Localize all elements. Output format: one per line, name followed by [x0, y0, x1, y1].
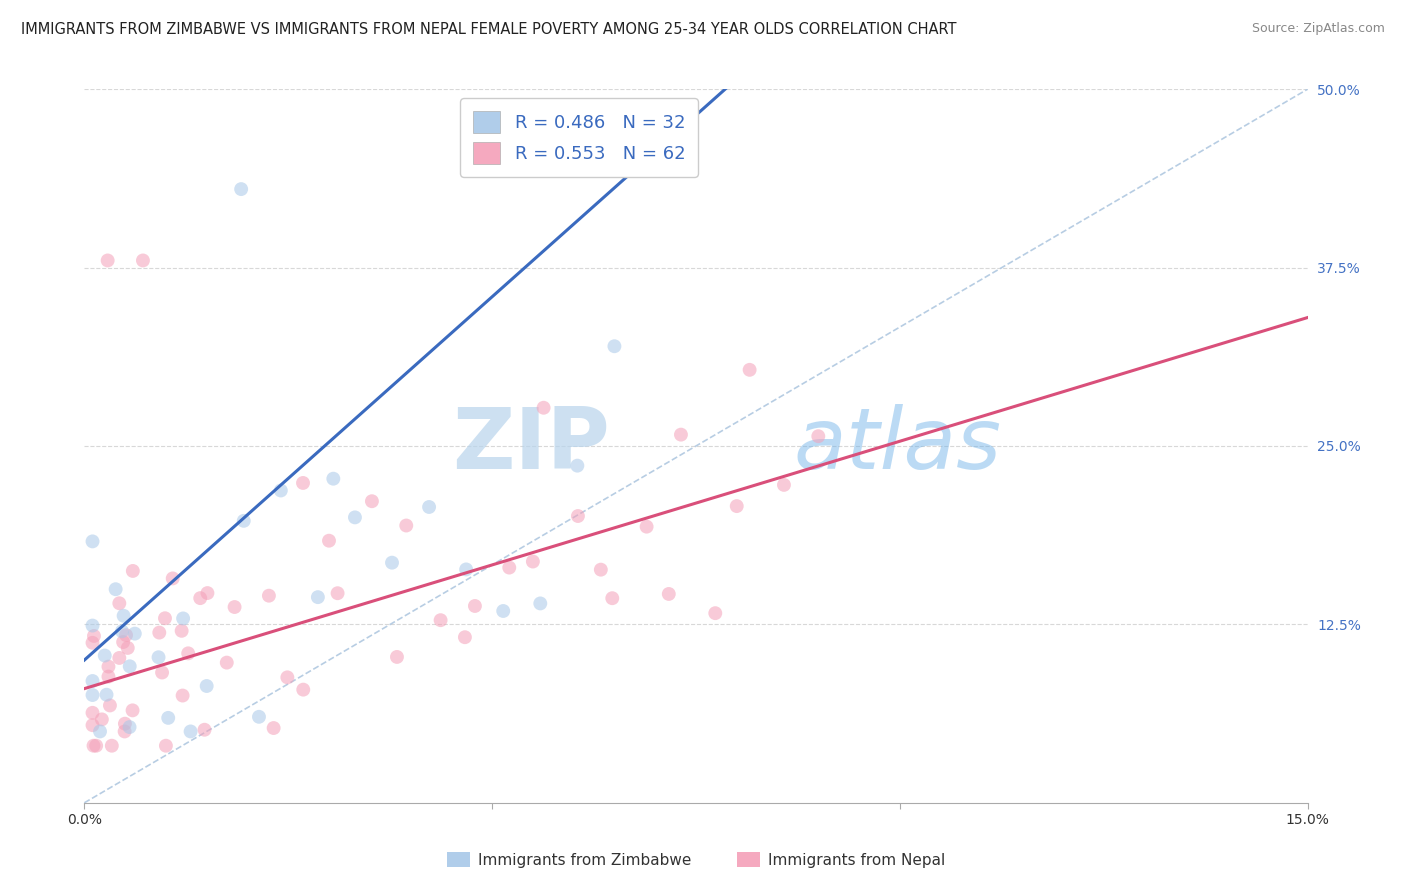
Point: [94, 648, 117, 663]
Point: [82, 718, 104, 732]
Text: atlas: atlas: [794, 404, 1002, 488]
Point: [522, 555, 544, 569]
Text: Source: ZipAtlas.com: Source: ZipAtlas.com: [1251, 22, 1385, 36]
Point: [114, 716, 136, 731]
Point: [177, 646, 200, 660]
Point: [82, 618, 104, 632]
Point: [231, 182, 253, 196]
Point: [658, 587, 681, 601]
Point: [738, 363, 761, 377]
Point: [82, 673, 104, 688]
Point: [215, 656, 238, 670]
Point: [498, 560, 520, 574]
Point: [307, 590, 329, 604]
Point: [773, 478, 796, 492]
Point: [725, 499, 748, 513]
Point: [101, 739, 124, 753]
Point: [197, 586, 219, 600]
Point: [322, 472, 344, 486]
Point: [636, 519, 658, 533]
Point: [276, 670, 298, 684]
Point: [104, 582, 127, 597]
Point: [292, 682, 315, 697]
Point: [456, 562, 478, 576]
Point: [83, 739, 105, 753]
Point: [157, 711, 180, 725]
Point: [112, 608, 135, 623]
Point: [82, 688, 104, 702]
Point: [381, 556, 404, 570]
Point: [98, 698, 121, 713]
Point: [124, 626, 146, 640]
Point: [172, 611, 194, 625]
Point: [121, 564, 143, 578]
Point: [114, 724, 136, 739]
Point: [600, 591, 623, 606]
Point: [112, 635, 135, 649]
Point: [162, 571, 184, 585]
Point: [83, 629, 105, 643]
Point: [118, 720, 141, 734]
Point: [111, 624, 134, 639]
Text: IMMIGRANTS FROM ZIMBABWE VS IMMIGRANTS FROM NEPAL FEMALE POVERTY AMONG 25-34 YEA: IMMIGRANTS FROM ZIMBABWE VS IMMIGRANTS F…: [21, 22, 956, 37]
Point: [97, 253, 120, 268]
Point: [361, 494, 384, 508]
Point: [529, 596, 551, 610]
Point: [90, 712, 112, 726]
Point: [807, 429, 830, 443]
Point: [603, 339, 626, 353]
Point: [82, 706, 104, 720]
Point: [533, 401, 555, 415]
Point: [89, 724, 111, 739]
Point: [464, 599, 486, 613]
Point: [318, 533, 340, 548]
Point: [188, 591, 211, 606]
Point: [96, 688, 118, 702]
Point: [148, 650, 170, 665]
Point: [97, 669, 120, 683]
Point: [292, 475, 315, 490]
Text: ZIP: ZIP: [453, 404, 610, 488]
Point: [115, 628, 138, 642]
Point: [224, 600, 246, 615]
Point: [82, 534, 104, 549]
Point: [172, 689, 194, 703]
Legend: Immigrants from Zimbabwe, Immigrants from Nepal: Immigrants from Zimbabwe, Immigrants fro…: [441, 846, 950, 873]
Point: [82, 636, 104, 650]
Point: [84, 739, 107, 753]
Point: [155, 739, 177, 753]
Point: [150, 665, 173, 680]
Point: [121, 703, 143, 717]
Point: [118, 659, 141, 673]
Point: [153, 611, 176, 625]
Point: [180, 724, 202, 739]
Point: [148, 625, 170, 640]
Point: [108, 651, 131, 665]
Point: [589, 563, 612, 577]
Point: [170, 624, 193, 638]
Point: [492, 604, 515, 618]
Point: [669, 427, 692, 442]
Point: [193, 723, 215, 737]
Point: [454, 630, 477, 644]
Point: [270, 483, 292, 498]
Point: [108, 596, 131, 610]
Point: [567, 508, 589, 523]
Point: [385, 649, 408, 664]
Point: [567, 458, 589, 473]
Point: [418, 500, 440, 514]
Point: [257, 589, 280, 603]
Point: [343, 510, 366, 524]
Point: [704, 606, 727, 620]
Point: [326, 586, 349, 600]
Point: [97, 659, 120, 673]
Point: [117, 640, 139, 655]
Point: [395, 518, 418, 533]
Point: [195, 679, 218, 693]
Point: [429, 613, 451, 627]
Point: [263, 721, 285, 735]
Point: [132, 253, 155, 268]
Point: [232, 514, 254, 528]
Point: [247, 710, 270, 724]
